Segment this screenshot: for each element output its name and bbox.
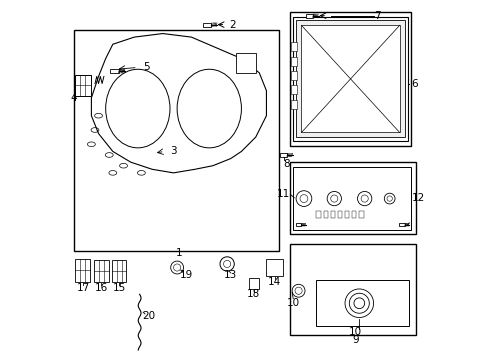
Text: 7: 7 xyxy=(374,11,380,21)
Text: 19: 19 xyxy=(179,270,193,280)
FancyBboxPatch shape xyxy=(280,153,287,157)
Text: 10: 10 xyxy=(287,298,300,308)
FancyBboxPatch shape xyxy=(306,14,313,18)
FancyBboxPatch shape xyxy=(112,260,126,282)
FancyBboxPatch shape xyxy=(236,53,256,73)
Text: 2: 2 xyxy=(229,19,236,30)
Text: 8: 8 xyxy=(283,159,290,169)
FancyBboxPatch shape xyxy=(290,162,416,234)
FancyBboxPatch shape xyxy=(323,211,328,217)
FancyBboxPatch shape xyxy=(293,167,411,230)
Text: 18: 18 xyxy=(247,289,261,299)
Text: 9: 9 xyxy=(352,335,359,345)
FancyBboxPatch shape xyxy=(317,211,321,217)
FancyBboxPatch shape xyxy=(290,244,416,336)
Text: 16: 16 xyxy=(95,283,108,293)
Text: 20: 20 xyxy=(142,311,155,321)
FancyBboxPatch shape xyxy=(94,260,109,282)
Text: 13: 13 xyxy=(224,270,237,280)
Text: 14: 14 xyxy=(268,277,281,287)
Text: 12: 12 xyxy=(412,193,425,203)
FancyBboxPatch shape xyxy=(291,57,297,66)
FancyBboxPatch shape xyxy=(291,42,297,51)
FancyBboxPatch shape xyxy=(352,211,356,217)
FancyBboxPatch shape xyxy=(291,100,297,109)
FancyBboxPatch shape xyxy=(203,23,212,27)
FancyBboxPatch shape xyxy=(331,211,335,217)
Text: 15: 15 xyxy=(113,283,126,293)
FancyBboxPatch shape xyxy=(296,20,405,138)
FancyBboxPatch shape xyxy=(293,18,408,141)
FancyBboxPatch shape xyxy=(110,69,119,73)
FancyBboxPatch shape xyxy=(345,211,349,217)
Text: 5: 5 xyxy=(143,63,150,72)
Text: 6: 6 xyxy=(411,78,418,89)
Text: 10: 10 xyxy=(349,327,362,337)
FancyBboxPatch shape xyxy=(291,85,297,94)
FancyBboxPatch shape xyxy=(75,258,90,282)
FancyBboxPatch shape xyxy=(317,280,409,327)
FancyBboxPatch shape xyxy=(359,211,364,217)
FancyBboxPatch shape xyxy=(296,223,301,226)
FancyBboxPatch shape xyxy=(74,30,279,251)
FancyBboxPatch shape xyxy=(338,211,342,217)
Text: 4: 4 xyxy=(71,93,77,103)
FancyBboxPatch shape xyxy=(75,75,92,96)
FancyBboxPatch shape xyxy=(267,258,283,276)
Text: 17: 17 xyxy=(76,283,90,293)
FancyBboxPatch shape xyxy=(290,12,411,146)
Text: 11: 11 xyxy=(276,189,290,199)
FancyBboxPatch shape xyxy=(248,278,259,289)
FancyBboxPatch shape xyxy=(301,25,400,132)
FancyBboxPatch shape xyxy=(399,223,405,226)
FancyBboxPatch shape xyxy=(291,71,297,80)
Text: 1: 1 xyxy=(175,248,182,258)
Text: 3: 3 xyxy=(170,147,176,157)
